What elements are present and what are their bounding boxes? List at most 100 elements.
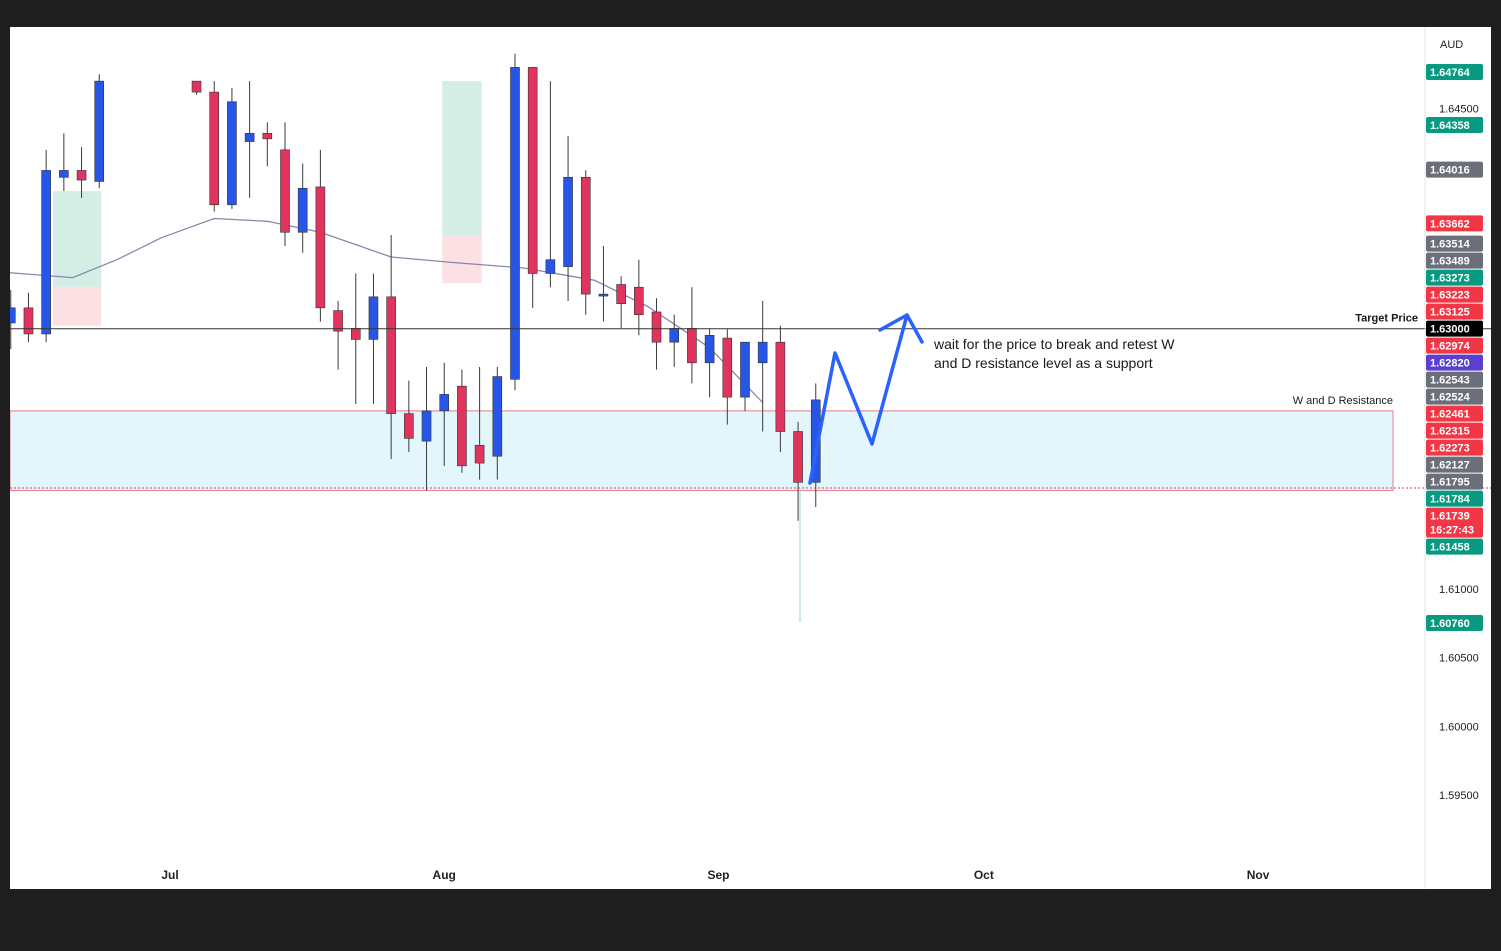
price-tag-bg bbox=[1426, 405, 1483, 422]
candle-body bbox=[59, 170, 69, 178]
candle bbox=[368, 273, 379, 405]
price-tick-label: 1.60500 bbox=[1439, 653, 1479, 665]
price-tag: 1.61458 bbox=[1426, 538, 1483, 555]
candle bbox=[510, 53, 520, 391]
candle-body bbox=[598, 293, 609, 297]
candle-body bbox=[669, 328, 680, 343]
price-tag-value: 1.61739 bbox=[1430, 511, 1470, 523]
candle-body bbox=[280, 149, 290, 233]
candle-body bbox=[227, 101, 237, 206]
price-tag-value: 1.63000 bbox=[1430, 324, 1470, 336]
chart-panel[interactable]: Target Price W and D Resistance wait for t… bbox=[10, 27, 1491, 889]
price-tag: 1.63514 bbox=[1426, 235, 1483, 252]
price-tag-value: 1.60760 bbox=[1430, 618, 1470, 630]
price-tag-value: 1.64016 bbox=[1430, 165, 1470, 177]
projection-arrowhead bbox=[878, 313, 924, 344]
price-tag: 1.62820 bbox=[1426, 354, 1483, 371]
candle bbox=[404, 380, 414, 453]
time-axis-label: Jul bbox=[161, 868, 178, 882]
candle bbox=[386, 235, 396, 459]
price-tick-label: 1.59500 bbox=[1439, 790, 1479, 802]
price-tag-value: 1.62127 bbox=[1430, 460, 1470, 472]
candle-body bbox=[76, 170, 87, 181]
candle bbox=[580, 170, 591, 315]
candle-body bbox=[580, 177, 591, 295]
candle-body bbox=[793, 431, 803, 483]
price-tag-bg bbox=[1426, 538, 1483, 555]
candle-body bbox=[10, 307, 16, 324]
candle-body bbox=[94, 80, 105, 182]
price-tag-bg bbox=[1426, 235, 1483, 252]
candlestick-chart[interactable]: Target Price W and D Resistance wait for t… bbox=[10, 27, 1491, 889]
candle bbox=[59, 133, 69, 192]
price-tag: 1.62524 bbox=[1426, 388, 1483, 405]
candle-body bbox=[510, 67, 520, 380]
candle-body bbox=[350, 328, 361, 340]
price-tag-value: 1.62543 bbox=[1430, 375, 1470, 387]
candle bbox=[10, 289, 16, 350]
candle bbox=[474, 366, 485, 480]
price-tag-bg bbox=[1426, 615, 1483, 631]
price-tag: 1.62127 bbox=[1426, 456, 1483, 473]
resistance-zone-label: W and D Resistance bbox=[1293, 395, 1393, 407]
candle-body bbox=[421, 410, 432, 442]
price-tag: 1.62315 bbox=[1426, 422, 1483, 439]
price-tag: 1.62543 bbox=[1426, 371, 1483, 388]
candle-body bbox=[704, 335, 715, 364]
candle-body bbox=[651, 311, 662, 343]
candle bbox=[94, 74, 105, 189]
candle bbox=[227, 87, 237, 209]
price-tag-value: 1.62315 bbox=[1430, 426, 1470, 438]
price-tag-bg bbox=[1426, 215, 1483, 232]
candle-body bbox=[616, 284, 626, 305]
candle bbox=[527, 67, 538, 308]
candle bbox=[421, 366, 432, 491]
price-tag: 1.62974 bbox=[1426, 337, 1483, 354]
price-tag-value: 1.63662 bbox=[1430, 218, 1470, 230]
candle-body bbox=[492, 376, 503, 457]
candle-body bbox=[244, 133, 255, 142]
price-tag-value: 1.62974 bbox=[1430, 341, 1471, 353]
price-tag-value: 1.63125 bbox=[1430, 307, 1470, 319]
price-tag-bg bbox=[1426, 439, 1483, 456]
candle bbox=[439, 362, 450, 466]
price-tag-bg bbox=[1426, 422, 1483, 439]
price-tag-bg bbox=[1426, 473, 1483, 490]
price-tag: 1.61739 16:27:43 bbox=[1426, 507, 1483, 538]
candle-body bbox=[527, 67, 538, 274]
price-tag-bg bbox=[1426, 269, 1483, 286]
candle bbox=[687, 287, 697, 384]
price-tick-label: 1.64500 bbox=[1439, 104, 1479, 116]
candle-body bbox=[262, 133, 273, 140]
price-tag-value: 1.62820 bbox=[1430, 358, 1470, 370]
candle bbox=[545, 81, 556, 288]
price-tag-bg bbox=[1426, 320, 1483, 337]
candle-body bbox=[333, 310, 343, 332]
price-tag-value: 1.62461 bbox=[1430, 409, 1470, 421]
price-tag: 1.62461 bbox=[1426, 405, 1483, 422]
price-tag-bg bbox=[1426, 507, 1483, 538]
candle-body bbox=[810, 399, 821, 483]
price-tick-label: 1.60000 bbox=[1439, 721, 1479, 733]
candle bbox=[280, 122, 290, 246]
candle bbox=[616, 276, 626, 329]
price-tag-value: 1.61458 bbox=[1430, 542, 1470, 554]
candle bbox=[740, 341, 750, 411]
price-tag: 1.63489 bbox=[1426, 252, 1483, 269]
position-box bbox=[53, 287, 102, 326]
currency-label: AUD bbox=[1440, 39, 1463, 51]
candle bbox=[350, 273, 361, 405]
price-tag-value: 1.63514 bbox=[1430, 239, 1471, 251]
candle bbox=[23, 292, 34, 343]
price-tag-bg bbox=[1426, 161, 1483, 178]
price-tag-bg bbox=[1426, 456, 1483, 473]
candle bbox=[757, 300, 768, 432]
candle bbox=[244, 81, 255, 198]
price-tag-value: 1.61784 bbox=[1430, 494, 1471, 506]
candle-body bbox=[775, 341, 786, 432]
price-tag-bg bbox=[1426, 64, 1483, 80]
candle-body bbox=[439, 394, 450, 412]
price-tag: 1.62273 bbox=[1426, 439, 1483, 456]
price-tag: 1.60760 bbox=[1426, 615, 1483, 631]
price-tag-bg bbox=[1426, 303, 1483, 320]
